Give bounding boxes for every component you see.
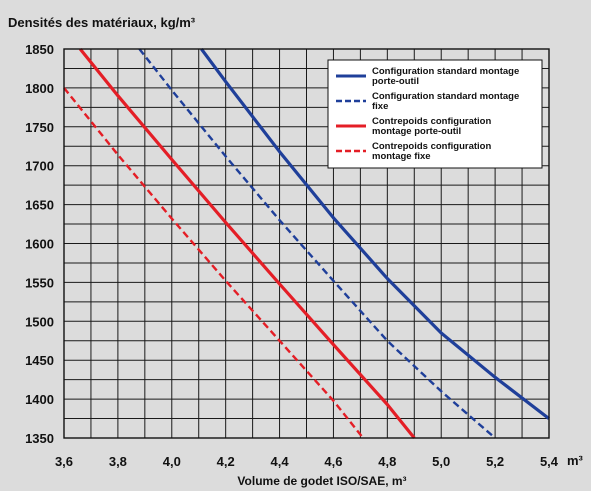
y-tick-label: 1800 [25,81,54,96]
x-axis-label: Volume de godet ISO/SAE, m³ [237,474,406,488]
legend-label-1: Configuration standard montage [372,66,519,77]
y-tick-label: 1400 [25,392,54,407]
x-tick-label: 4,8 [378,454,396,469]
legend-label-3: Contrepoids configuration [372,116,491,127]
x-axis-ticks: 3,6 3,8 4,0 4,2 4,4 4,6 4,8 5,0 5,2 5,4 [55,454,559,469]
legend-label-4: Contrepoids configuration [372,141,491,152]
x-tick-label: 4,2 [217,454,235,469]
series-line-2 [138,48,496,439]
y-tick-label: 1600 [25,237,54,252]
y-tick-label: 1450 [25,353,54,368]
legend-label-3: montage porte-outil [372,126,461,137]
x-axis-unit: m³ [567,453,584,468]
series-line-3 [78,47,416,440]
plot-frame [63,48,550,439]
y-axis-ticks: 1350 1400 1450 1500 1550 1600 1650 1700 1750 1800… [25,42,54,446]
legend-label-2: fixe [372,101,388,112]
x-tick-label: 3,6 [55,454,73,469]
x-tick-label: 5,2 [486,454,504,469]
y-tick-label: 1500 [25,314,54,329]
legend-label-1: porte-outil [372,76,419,87]
series-lines [63,47,550,440]
legend-label-4: montage fixe [372,151,431,162]
y-tick-label: 1350 [25,431,54,446]
y-tick-label: 1650 [25,198,54,213]
legend-label-2: Configuration standard montage [372,91,519,102]
y-tick-label: 1750 [25,120,54,135]
x-tick-label: 4,6 [324,454,342,469]
series-line-4 [63,87,365,439]
x-tick-label: 4,4 [271,454,290,469]
y-tick-label: 1700 [25,159,54,174]
y-tick-label: 1850 [25,42,54,57]
x-tick-label: 4,0 [163,454,181,469]
x-tick-label: 5,0 [432,454,450,469]
x-tick-label: 5,4 [540,454,559,469]
x-tick-label: 3,8 [109,454,127,469]
y-tick-label: 1550 [25,275,54,290]
plot-border [63,48,550,439]
series-line-1 [200,48,550,420]
chart-title: Densités des matériaux, kg/m³ [8,15,196,30]
legend: Configuration standard montageporte-outi… [327,59,543,169]
